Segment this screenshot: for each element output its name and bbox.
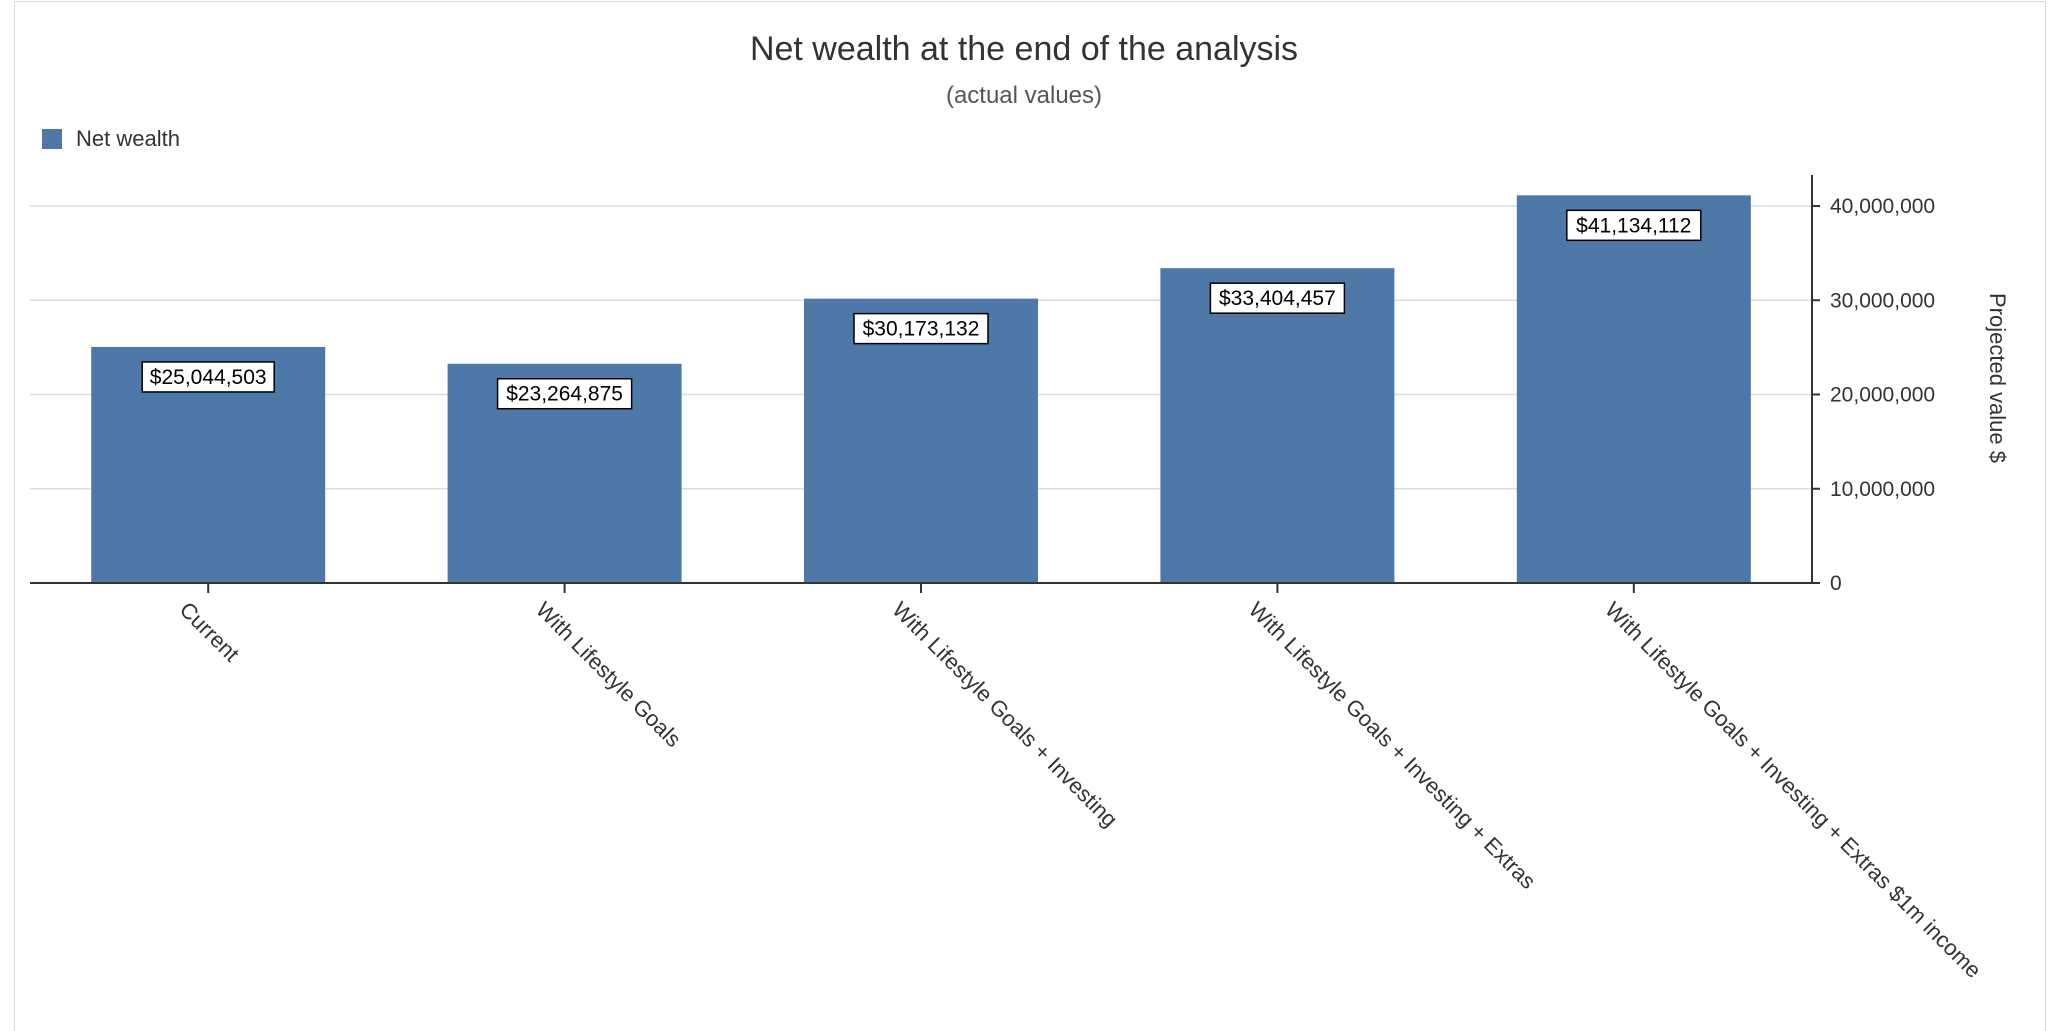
y-tick-label: 30,000,000 [1830, 289, 1935, 312]
chart-legend[interactable]: Net wealth [42, 126, 180, 152]
x-tick-label: Current [175, 597, 245, 667]
data-label-box [1209, 282, 1346, 314]
x-tick-label: With Lifestyle Goals + Investing + Extra… [1244, 597, 1541, 894]
data-labels: $25,044,503 $23,264,875 $30,173,132 $33,404… [141, 209, 1702, 410]
y-tick-label: 40,000,000 [1830, 195, 1935, 218]
data-label: $23,264,875 [506, 383, 623, 406]
x-tick-label: With Lifestyle Goals + Investing + Extra… [1600, 597, 1986, 983]
data-label-box [496, 377, 633, 410]
bars [91, 195, 1751, 583]
y-axis-title: Projected value $ [1985, 293, 2010, 463]
data-label-box [141, 361, 275, 393]
legend-swatch-net-wealth [42, 129, 62, 149]
data-label-box [1566, 209, 1702, 242]
data-label: $41,134,112 [1576, 214, 1691, 237]
x-tick-label: With Lifestyle Goals [531, 597, 686, 752]
data-label-box [853, 312, 989, 345]
data-label: $33,404,457 [1219, 287, 1336, 310]
y-tick-label: 0 [1830, 572, 1842, 595]
legend-label-net-wealth: Net wealth [76, 126, 180, 151]
y-tick-label: 10,000,000 [1830, 478, 1935, 501]
chart-subtitle: (actual values) [945, 82, 1103, 109]
x-tick-label: With Lifestyle Goals + Investing [887, 597, 1122, 832]
y-tick-label: 20,000,000 [1830, 384, 1935, 407]
bar[interactable] [1160, 268, 1395, 582]
bar[interactable] [804, 298, 1038, 582]
data-label: $30,173,132 [863, 318, 980, 341]
data-label: $25,044,503 [150, 366, 267, 389]
chart-title: Net wealth at the end of the analysis [749, 30, 1299, 68]
bar[interactable] [1516, 195, 1751, 583]
